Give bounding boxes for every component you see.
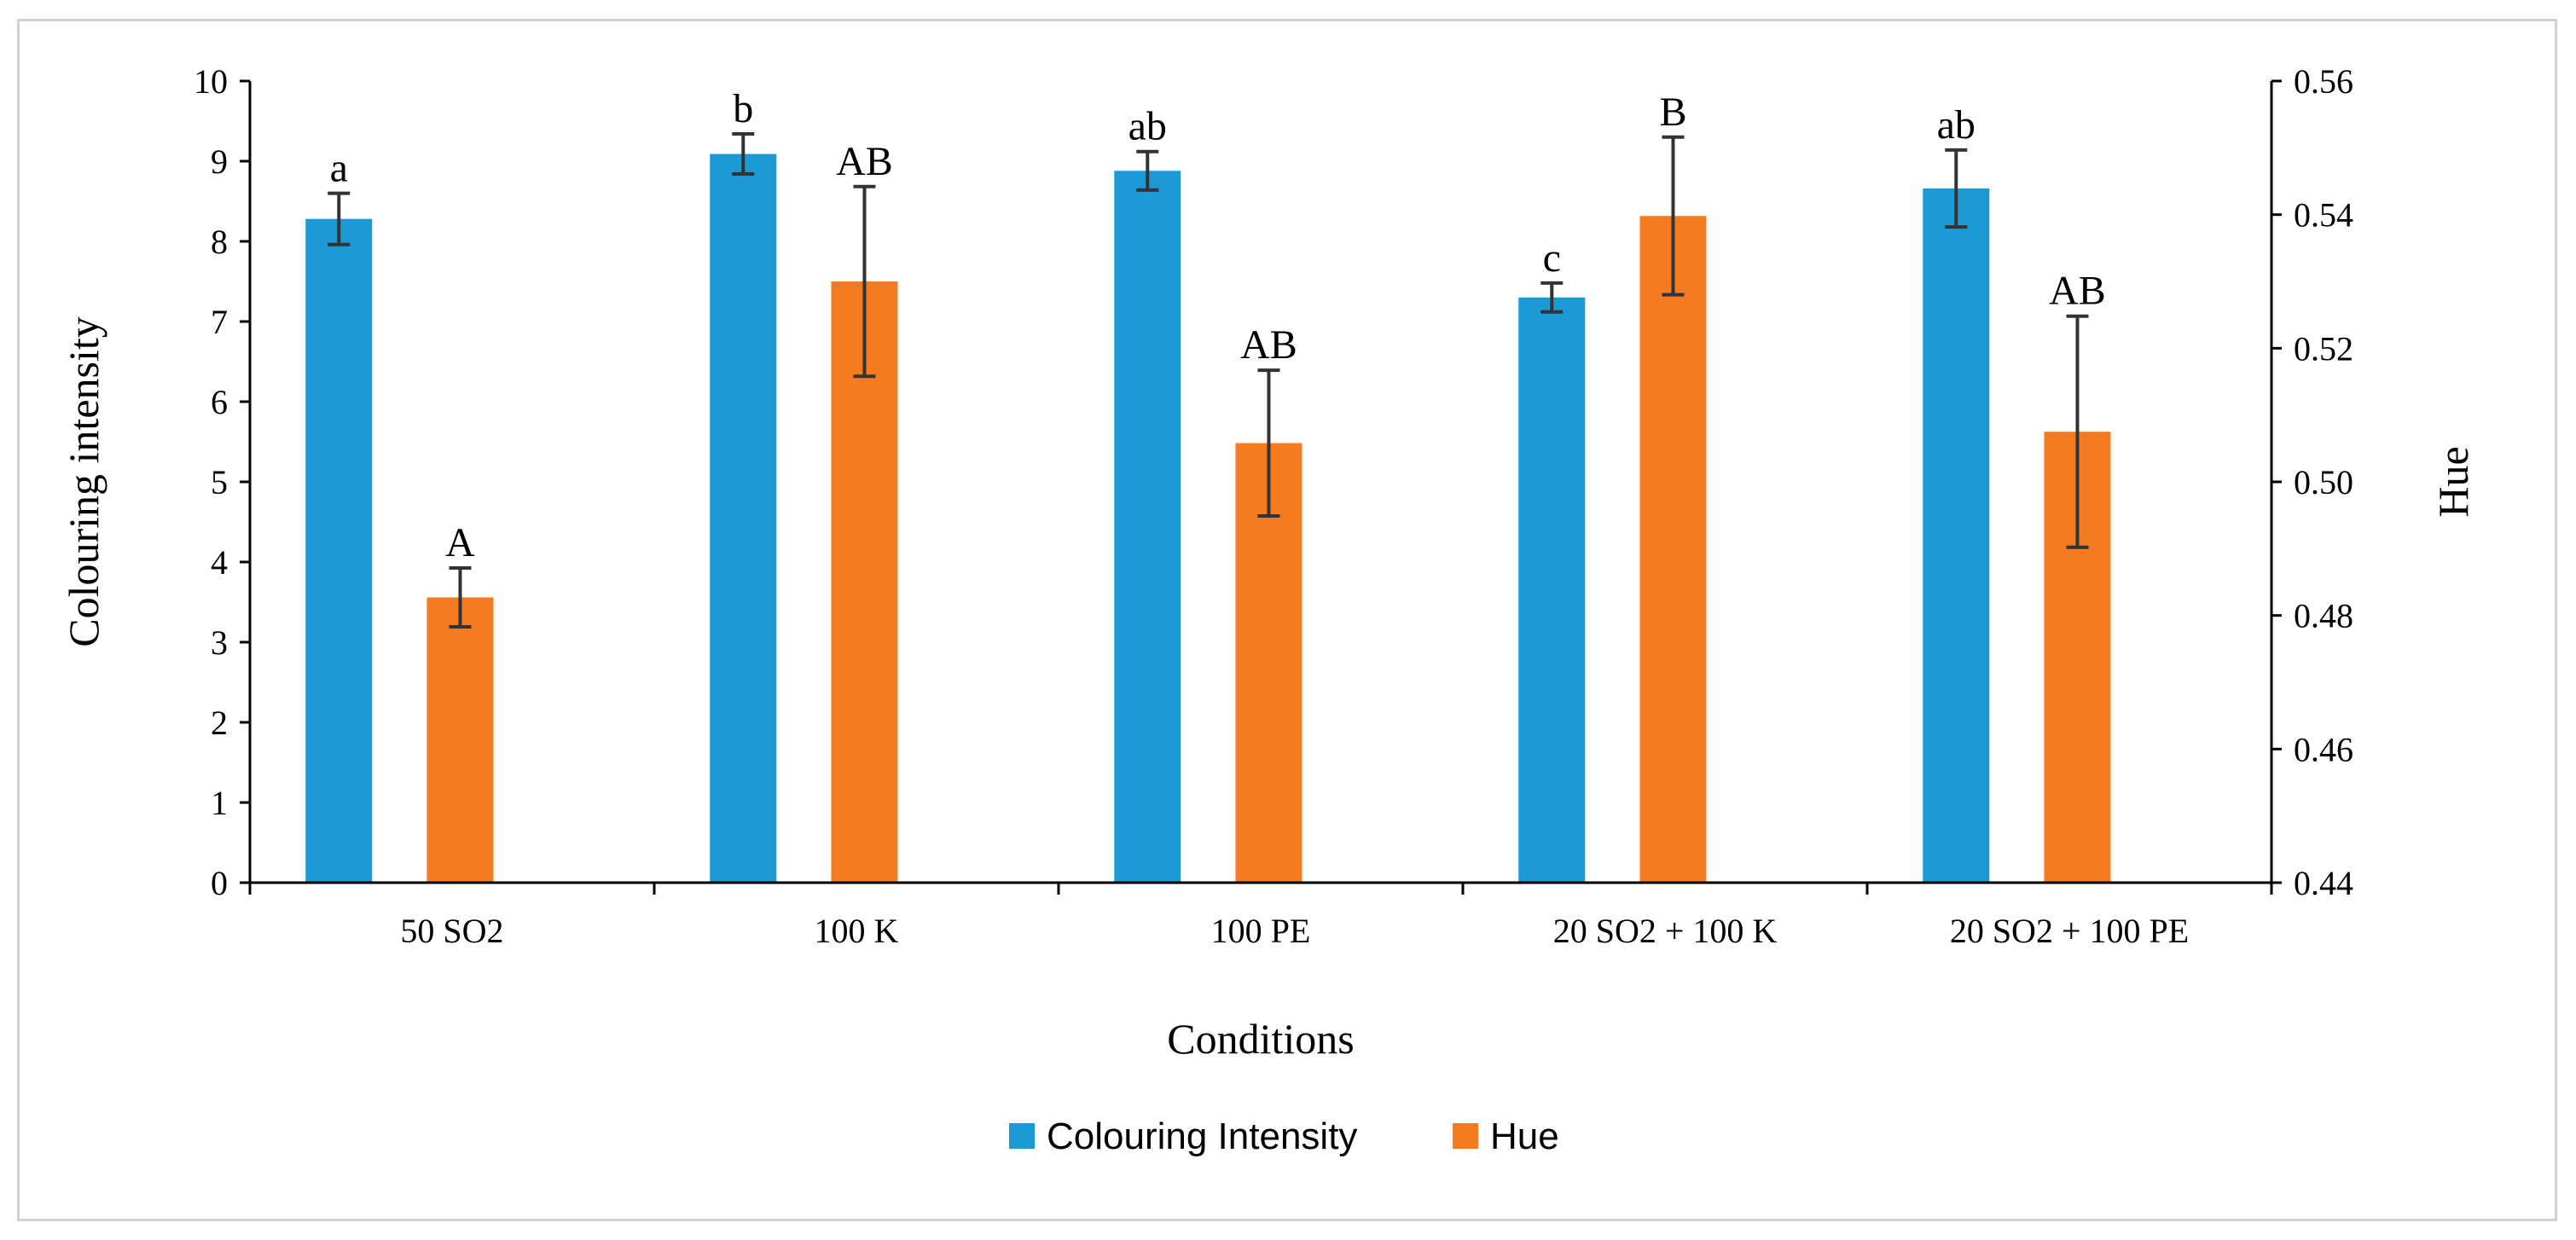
intensity-bar-3 [1518, 297, 1586, 883]
intensity-group-label-2: ab [1128, 104, 1167, 149]
right-y-tick-label-5: 0.54 [2294, 196, 2353, 235]
hue-error-bar-4 [2066, 314, 2089, 549]
chart-frame: a b ab c ab A AB AB B AB 0 1 2 3 4 5 6 7 8 9 10 0.44 0.46 0.48 0… [17, 19, 2557, 1221]
right-y-tick-label-2: 0.48 [2294, 597, 2353, 635]
left-y-tick-label-7: 7 [211, 303, 228, 341]
right-y-tick-label-6: 0.56 [2294, 62, 2353, 101]
intensity-bar-1 [710, 154, 777, 884]
left-y-tick-label-0: 0 [211, 864, 228, 902]
intensity-error-bar-1 [732, 132, 755, 177]
left-y-tick-label-3: 3 [211, 623, 228, 662]
x-category-label-2: 100 PE [1211, 912, 1311, 950]
intensity-bar-4 [1923, 188, 1990, 883]
intensity-error-bar-3 [1540, 281, 1564, 314]
left-y-tick-label-4: 4 [211, 543, 228, 582]
x-category-label-0: 50 SO2 [400, 912, 503, 950]
hue-bar-3 [1639, 216, 1707, 883]
left-y-tick-label-8: 8 [211, 223, 228, 261]
intensity-group-label-0: a [330, 146, 348, 191]
x-category-label-1: 100 K [815, 912, 899, 950]
legend-label-intensity: Colouring Intensity [1047, 1115, 1357, 1157]
hue-error-bar-0 [449, 566, 472, 629]
chart: ab abcabAABABBAB0123456789100.440.460.480… [60, 62, 2477, 1157]
right-y-axis-title: Hue [2429, 446, 2477, 517]
hue-bar-0 [426, 597, 494, 883]
left-y-axis-title: Colouring intensity [60, 316, 107, 647]
left-y-tick-label-5: 5 [211, 463, 228, 501]
intensity-bar-2 [1114, 171, 1181, 883]
hue-bar-1 [831, 281, 898, 883]
hue-group-label-3: B [1659, 90, 1686, 135]
left-y-tick-label-10: 10 [194, 62, 228, 101]
x-category-label-3: 20 SO2 + 100 K [1553, 912, 1778, 950]
hue-error-bar-2 [1257, 368, 1280, 518]
intensity-bar-0 [305, 218, 373, 883]
hue-group-label-0: A [445, 520, 475, 565]
left-y-tick-label-6: 6 [211, 383, 228, 421]
intensity-error-bar-4 [1945, 148, 1968, 229]
hue-error-bar-1 [853, 184, 876, 379]
x-axis-title: Conditions [1167, 1015, 1354, 1063]
x-category-label-4: 20 SO2 + 100 PE [1950, 912, 2189, 950]
hue-group-label-2: AB [1240, 322, 1297, 368]
intensity-group-label-4: ab [1937, 102, 1976, 148]
right-y-tick-label-1: 0.46 [2294, 730, 2353, 768]
intensity-group-label-3: c [1543, 235, 1561, 281]
left-y-tick-label-2: 2 [211, 704, 228, 742]
hue-error-bar-3 [1662, 135, 1685, 297]
right-y-tick-label-3: 0.50 [2294, 463, 2353, 501]
intensity-error-bar-0 [328, 191, 351, 246]
hue-group-label-4: AB [2049, 269, 2106, 314]
intensity-group-label-1: b [733, 86, 753, 131]
left-y-tick-label-9: 9 [211, 142, 228, 181]
legend-swatch-intensity [1009, 1123, 1035, 1149]
right-y-tick-label-4: 0.52 [2294, 329, 2353, 368]
intensity-error-bar-2 [1136, 149, 1159, 192]
right-y-tick-label-0: 0.44 [2294, 864, 2353, 902]
legend-swatch-hue [1453, 1123, 1478, 1149]
left-y-tick-label-1: 1 [211, 784, 228, 822]
legend-label-hue: Hue [1490, 1115, 1559, 1157]
hue-group-label-1: AB [836, 139, 893, 184]
